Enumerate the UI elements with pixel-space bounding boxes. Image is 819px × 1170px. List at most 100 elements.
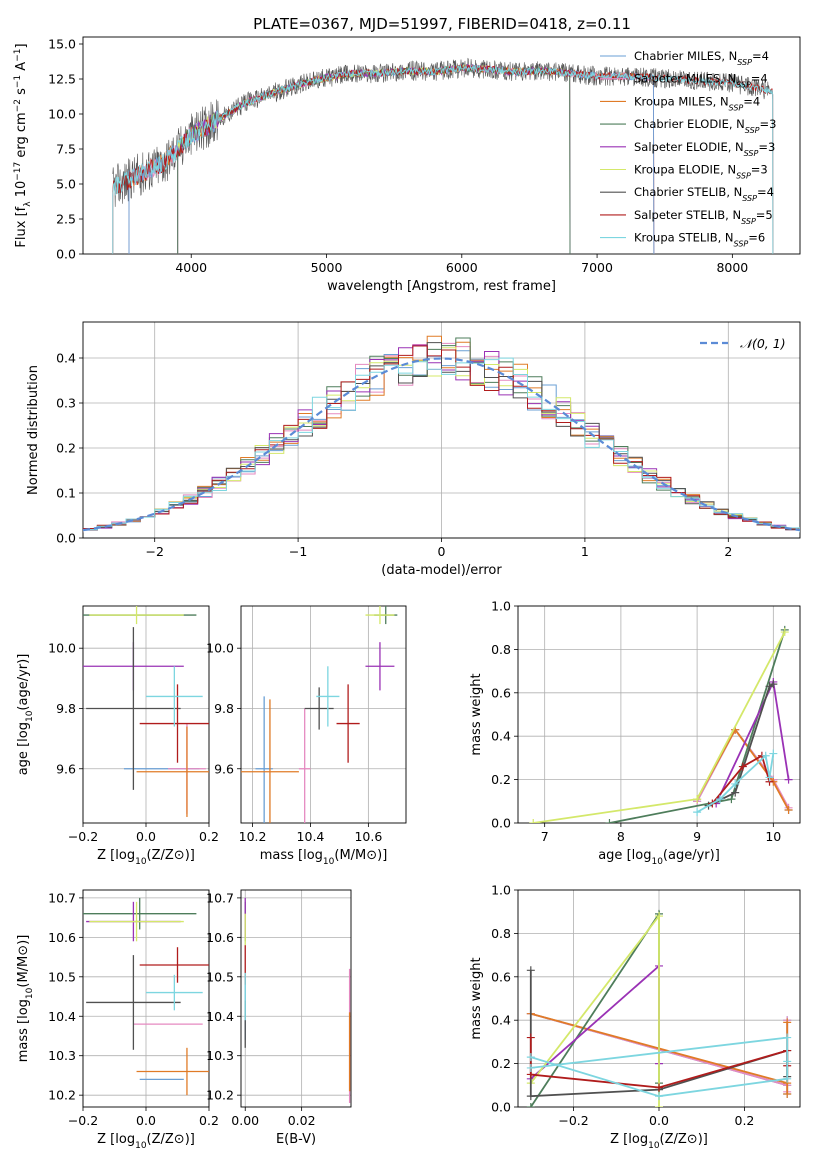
mass_vs_ebv-xtick-label-1: 0.02 — [288, 1113, 316, 1128]
spectrum-model-salpeter-miles — [128, 63, 655, 254]
age_vs_mass-point-salpeter-elodie — [365, 642, 395, 691]
age_vs_Z-xtick-label-0: −0.2 — [68, 829, 98, 844]
age_vs_Z-ytick-label-0: 9.6 — [56, 761, 76, 776]
age_vs_Z-xtick-label-2: 0.2 — [199, 829, 219, 844]
age_vs_Z-panel: −0.2 0.0 0.2 9.6 9.8 10.0 Z [log10(Z/Z⊙)] age [… — [16, 605, 219, 867]
residuals-plot — [83, 335, 800, 533]
spectrum-ytick-label-5: 12.5 — [48, 72, 76, 87]
massweight_vs_age-xtick-label-3: 10 — [765, 829, 781, 844]
mass_vs_Z-ylabel: mass [log10(M/M⊙)] — [16, 935, 35, 1063]
age_vs_Z-frame — [82, 605, 210, 824]
age_vs_mass-xlabel: mass [log10(M/M⊙)] — [260, 848, 388, 867]
residuals-frame — [82, 321, 801, 539]
massweight_vs_Z-marker-kroupa-elodie-2 — [655, 1103, 663, 1107]
massweight_vs_age-marker-kroupa-stelib-2 — [731, 779, 740, 788]
massweight_vs_age-ytick-label-4: 0.8 — [491, 642, 511, 657]
spectrum-model-salpeter-stelib — [112, 63, 774, 254]
mass_vs_Z-ytick-label-0: 10.2 — [48, 1088, 76, 1103]
massweight_vs_age-marker-kroupa-stelib-3 — [761, 751, 770, 760]
spectrum-legend-label-chabrier-stelib: Chabrier STELIB, NSSP=4 — [634, 185, 774, 203]
mass_vs_Z-panel: −0.2 0.0 0.2 10.2 10.3 10.4 10.5 10.6 10.7 Z [log… — [16, 889, 219, 1151]
spectrum-legend-label-salpeter-miles: Salpeter MILES, NSSP=4 — [634, 72, 768, 90]
age_vs_Z-ytick-label-2: 10.0 — [48, 641, 76, 656]
residuals-ylabel: Normed distribution — [26, 365, 41, 495]
massweight_vs_Z-lines — [526, 909, 792, 1107]
massweight_vs_Z-marker-chabrier-stelib-0 — [526, 966, 535, 975]
residuals-legend: 𝒩(0, 1) — [700, 336, 786, 351]
massweight_vs_age-marker-salpeter-stelib-1 — [738, 762, 747, 771]
mass_vs_ebv-xtick-label-0: 0.00 — [231, 1113, 259, 1128]
age_vs_mass-point-kroupa-elodie — [365, 606, 395, 625]
age_vs_mass-point-kroupa-stelib — [316, 666, 340, 727]
massweight_vs_Z-marker-chabrier-stelib-1 — [526, 1092, 535, 1101]
residuals-ytick-label-1: 0.1 — [56, 486, 76, 501]
age_vs_mass-point-chabrier-stelib — [304, 687, 334, 730]
mass_vs_ebv-points — [244, 897, 351, 1104]
residuals-xlabel: (data-model)/error — [381, 563, 502, 578]
mass_vs_Z-xtick-label-2: 0.2 — [199, 1113, 219, 1128]
mass_vs_Z-point-salpeter-stelib — [139, 947, 209, 983]
mass_vs_Z-ytick-label-5: 10.7 — [48, 890, 76, 905]
massweight_vs_Z-axes: −0.2 0.0 0.2 0.0 0.2 0.4 0.6 0.8 1.0 Z [log10(Z/Z… — [469, 883, 801, 1151]
mass_vs_Z-point-chabrier-elodie — [83, 897, 197, 930]
age_vs_mass-points — [241, 606, 398, 823]
massweight_vs_Z-line-kroupa-stelib — [530, 1036, 789, 1098]
massweight_vs_age-ytick-label-1: 0.2 — [491, 772, 511, 787]
mass_vs_Z-ytick-label-3: 10.5 — [48, 969, 76, 984]
mass_vs_ebv-ytick-label-3: 10.5 — [206, 969, 234, 984]
age_vs_Z-point-kroupa-miles — [136, 726, 209, 817]
mass_vs_ebv-ytick-label-4: 10.6 — [206, 930, 234, 945]
residuals-hist-kroupa-stelib — [83, 357, 800, 533]
spectrum-model-chabrier-elodie — [177, 64, 571, 254]
age_vs_Z-point-kroupa-elodie — [89, 606, 184, 625]
age_vs_mass-xtick-label-1: 10.4 — [297, 829, 325, 844]
massweight_vs_age-marker-chabrier-stelib-1 — [731, 788, 740, 797]
residuals-ytick-label-0: 0.0 — [56, 531, 76, 546]
spectrum-lines — [112, 57, 774, 254]
massweight_vs_Z-marker-kroupa-stelib-5 — [526, 1063, 535, 1072]
massweight_vs_Z-ytick-label-3: 0.6 — [491, 969, 511, 984]
massweight_vs_age-xtick-label-0: 7 — [541, 829, 549, 844]
residuals-legend-label: 𝒩(0, 1) — [740, 336, 786, 351]
residuals-xtick-label-3: 1 — [581, 544, 589, 559]
age_vs_mass-point-salpeter-miles — [298, 708, 311, 823]
mass_vs_ebv-ytick-label-1: 10.3 — [206, 1048, 234, 1063]
massweight_vs_age-marker-kroupa-stelib-4 — [765, 773, 774, 782]
mass_vs_ebv-ytick-label-2: 10.4 — [206, 1009, 234, 1024]
massweight_vs_Z-xtick-label-2: 0.2 — [735, 1113, 755, 1128]
mass_vs_Z-xtick-label-1: 0.0 — [136, 1113, 156, 1128]
massweight_vs_age-marker-chabrier-elodie-0 — [605, 819, 614, 823]
mass_vs_ebv-axes: 0.00 0.02 10.2 10.3 10.4 10.5 10.6 10.7 E(B-V) — [206, 889, 352, 1147]
spectrum-xlabel: wavelength [Angstrom, rest frame] — [327, 279, 556, 294]
figure-title: PLATE=0367, MJD=51997, FIBERID=0418, z=0… — [253, 15, 631, 33]
spectrum-data-line — [112, 57, 773, 207]
massweight_vs_age-ytick-label-3: 0.6 — [491, 685, 511, 700]
massweight_vs_Z-line-salpeter-elodie — [530, 964, 660, 1080]
age_vs_mass-ytick-label-1: 9.8 — [214, 701, 234, 716]
residuals-ytick-label-4: 0.4 — [56, 351, 76, 366]
mass_vs_Z-xlabel: Z [log10(Z/Z⊙)] — [97, 1132, 195, 1151]
massweight_vs_age-ytick-label-0: 0.0 — [491, 816, 511, 831]
massweight_vs_age-line-chabrier-stelib — [708, 683, 774, 807]
massweight_vs_Z-marker-kroupa-stelib-1 — [655, 1092, 663, 1101]
age_vs_Z-axes: −0.2 0.0 0.2 9.6 9.8 10.0 Z [log10(Z/Z⊙)] age [… — [16, 605, 219, 867]
age_vs_Z-xtick-label-1: 0.0 — [136, 829, 156, 844]
spectrum-xtick-label-2: 6000 — [446, 260, 478, 275]
age_vs_mass-xtick-label-2: 10.6 — [354, 829, 382, 844]
massweight_vs_Z-marker-kroupa-stelib-2 — [783, 1074, 792, 1083]
mass_vs_ebv-frame — [240, 889, 352, 1108]
massweight_vs_age-panel: 7 8 9 10 0.0 0.2 0.4 0.6 0.8 1.0 age [log10(age/yr… — [469, 599, 801, 867]
massweight_vs_age-marker-kroupa-stelib-5 — [769, 749, 778, 758]
mass_vs_ebv-ytick-label-0: 10.2 — [206, 1088, 234, 1103]
mass_vs_Z-points — [83, 897, 209, 1096]
massweight_vs_Z-ytick-label-0: 0.0 — [491, 1100, 511, 1115]
spectrum-model-chabrier-miles — [128, 63, 655, 254]
massweight_vs_Z-xtick-label-1: 0.0 — [649, 1113, 669, 1128]
residuals-gaussian-curve — [83, 357, 800, 532]
massweight_vs_age-marker-kroupa-elodie-2 — [780, 628, 789, 637]
massweight_vs_age-marker-chabrier-stelib-3 — [769, 680, 778, 689]
spectrum-xtick-label-1: 5000 — [311, 260, 343, 275]
massweight_vs_age-line-kroupa-elodie — [533, 631, 786, 823]
residuals-xtick-label-4: 2 — [724, 544, 732, 559]
